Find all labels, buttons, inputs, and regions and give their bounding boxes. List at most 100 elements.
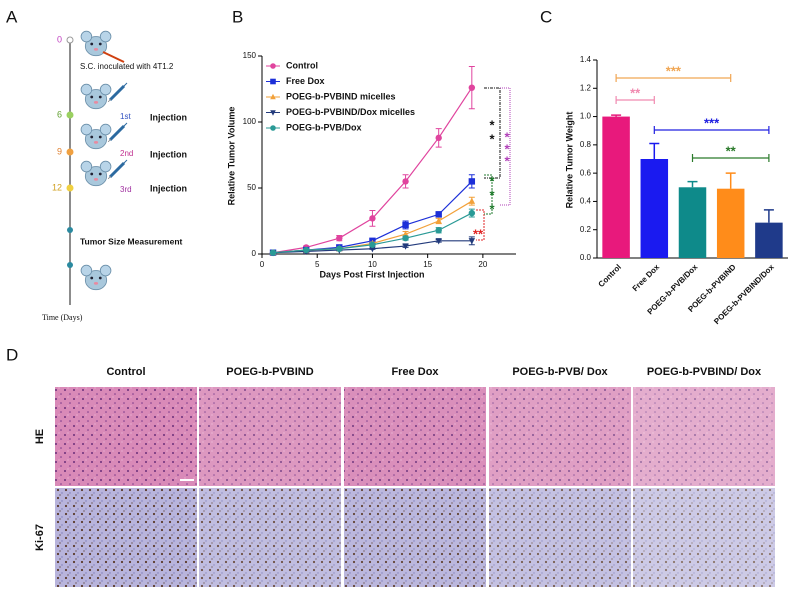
bracket — [484, 174, 493, 215]
image-tint — [489, 387, 631, 486]
histology-image — [55, 488, 197, 587]
histology-image — [633, 488, 775, 587]
syringe-icon — [108, 82, 128, 102]
timeline-node — [67, 227, 73, 233]
x-tick-label: 15 — [423, 260, 432, 269]
y-tick-label: 1.4 — [580, 55, 592, 64]
day-label: 9 — [57, 146, 62, 156]
marker — [270, 63, 276, 69]
histology-image — [55, 387, 197, 486]
bar — [602, 116, 630, 258]
significance-mark: * — [489, 187, 495, 202]
y-tick-label: 0.2 — [580, 225, 592, 234]
marker — [435, 227, 442, 234]
image-tint — [344, 488, 486, 587]
injection-text: Injection — [150, 183, 187, 193]
mouse-icon — [80, 30, 112, 57]
significance-mark: ** — [473, 226, 484, 241]
row-label: HE — [34, 429, 46, 444]
y-tick-label: 100 — [243, 117, 257, 126]
x-tick-label: 5 — [315, 260, 320, 269]
syringe-icon — [108, 159, 128, 179]
error-bar — [649, 142, 660, 159]
panel-label: C — [540, 7, 552, 26]
y-tick-label: 1.0 — [580, 112, 592, 121]
marker — [435, 211, 442, 218]
day-label: 6 — [57, 109, 62, 119]
significance-mark: * — [489, 201, 495, 216]
histology-image — [344, 387, 486, 486]
significance-mark: * — [489, 131, 495, 146]
marker — [270, 125, 276, 131]
bar — [640, 159, 669, 258]
timeline-node — [67, 262, 73, 268]
legend-label: POEG-b-PVBIND micelles — [286, 91, 396, 101]
significance-bracket — [691, 154, 770, 162]
marker — [468, 209, 476, 217]
histology-image — [199, 488, 341, 587]
legend-label: POEG-b-PVB/Dox — [286, 122, 362, 132]
bar — [716, 188, 745, 258]
histology-image — [633, 387, 775, 486]
marker — [402, 243, 409, 250]
timeline-node — [66, 148, 74, 156]
histology-image — [344, 488, 486, 587]
y-tick-label: 150 — [243, 51, 257, 60]
marker — [468, 178, 476, 185]
error-bar — [763, 209, 774, 223]
marker — [402, 234, 409, 242]
column-header: POEG-b-PVBIND — [226, 366, 313, 378]
y-tick-label: 0 — [252, 249, 257, 258]
significance-mark: * — [489, 173, 495, 188]
legend-label: Control — [286, 60, 318, 70]
marker — [369, 246, 376, 253]
x-tick-label: 0 — [260, 260, 265, 269]
day-label: 12 — [52, 182, 62, 192]
marker — [369, 241, 376, 248]
panel-label: D — [6, 345, 18, 364]
significance-mark: * — [504, 129, 510, 144]
histology-image — [489, 488, 631, 587]
column-header: POEG-b-PVBIND/ Dox — [647, 366, 762, 378]
row-label: Ki-67 — [34, 524, 46, 551]
marker — [435, 217, 442, 224]
inoculation-text: S.C. inoculated with 4T1.2 — [80, 62, 174, 71]
histology-image — [199, 387, 341, 486]
marker — [270, 93, 276, 100]
dose-label: 2nd — [120, 149, 133, 158]
dose-label: 1st — [120, 112, 131, 121]
inoculation-arrow — [102, 51, 125, 63]
mouse-icon — [80, 83, 112, 110]
marker — [468, 84, 476, 91]
significance-mark: * — [504, 141, 510, 156]
timeline-node — [66, 111, 74, 119]
y-tick-label: 0.8 — [580, 140, 592, 149]
timeline-axis-label: Time (Days) — [42, 313, 83, 322]
mouse-icon — [80, 264, 112, 291]
panel-label: B — [232, 7, 243, 26]
x-tick-label: Control — [597, 263, 623, 289]
image-tint — [633, 387, 775, 486]
mouse-icon — [80, 123, 112, 150]
significance-mark: * — [504, 153, 510, 168]
image-tint — [633, 488, 775, 587]
column-header: POEG-b-PVB/ Dox — [512, 366, 608, 378]
legend-label: POEG-b-PVBIND/Dox micelles — [286, 107, 415, 117]
x-axis-label: Days Post First Injection — [319, 269, 424, 279]
y-tick-label: 0.6 — [580, 168, 592, 177]
timeline-node — [66, 184, 74, 192]
marker — [468, 197, 476, 204]
x-tick-label: Free Dox — [631, 262, 662, 293]
injection-text: Injection — [150, 112, 187, 122]
bracket — [476, 209, 485, 241]
significance-bracket — [653, 126, 770, 134]
column-header: Control — [106, 366, 145, 378]
image-tint — [199, 387, 341, 486]
y-axis-label: Relative Tumor Volume — [226, 107, 236, 206]
marker — [269, 249, 277, 256]
histology-grid: Control POEG-b-PVBIND Free Dox POEG-b-PVB/ … — [34, 366, 775, 587]
marker — [270, 110, 276, 116]
y-tick-label: 0.4 — [580, 197, 592, 206]
column-header: Free Dox — [391, 366, 439, 378]
significance-mark: ** — [726, 143, 737, 158]
